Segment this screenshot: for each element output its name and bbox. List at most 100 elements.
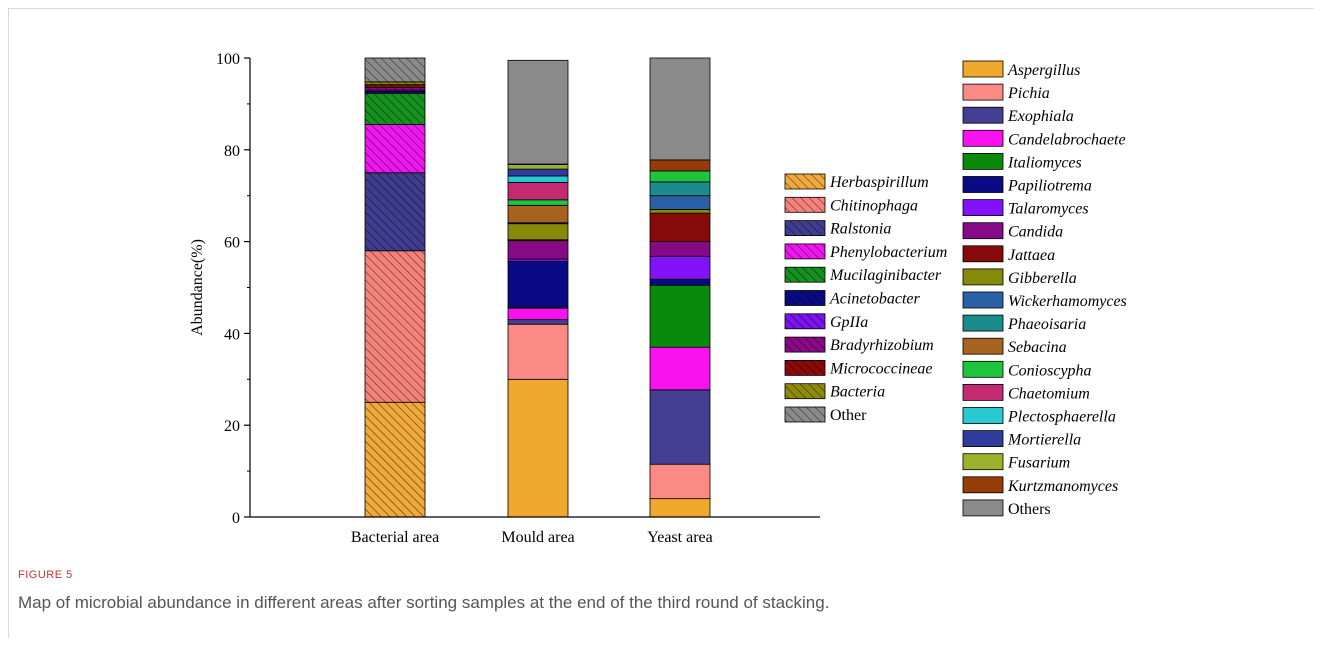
legend-swatch-sebacina <box>962 337 1004 355</box>
legend-label-bradyrhizobium: Bradyrhizobium <box>830 337 934 354</box>
bar-segment-mould-area-aspergillus <box>507 378 569 518</box>
bar-segment-mould-area-pichia <box>507 323 569 380</box>
y-tick-label: 40 <box>224 326 240 343</box>
bar-segment-yeast-area-gibberella <box>649 209 711 214</box>
bar-segment-bacterial-area-ralstonia <box>364 172 426 252</box>
legend-label-gibberella: Gibberella <box>1008 270 1077 287</box>
bar-segment-yeast-area-aspergillus <box>649 498 711 518</box>
bar-bacterial-area <box>364 57 426 518</box>
y-tick-label: 20 <box>224 418 240 435</box>
y-tick-label: 0 <box>232 510 240 527</box>
legend-bacteria: Herbaspirillum Chitinophaga Ralstonia Pheny… <box>784 173 947 424</box>
bar-segment-yeast-area-kurtzmanomyces <box>649 159 711 172</box>
legend-swatch-herbaspirillum <box>784 173 826 190</box>
legend-label-candida: Candida <box>1008 224 1063 241</box>
legend-swatch-acinetobacter <box>784 290 826 306</box>
legend-label-sebacina: Sebacina <box>1008 339 1067 356</box>
bar-segment-mould-area-mortierella <box>507 168 569 177</box>
legend-label-italiomyces: Italiomyces <box>1007 154 1082 171</box>
legend-label-jattaea: Jattaea <box>1008 247 1055 264</box>
legend-swatch-phaeoisaria <box>962 314 1004 332</box>
legend-label-phaeoisaria: Phaeoisaria <box>1007 316 1086 333</box>
bar-segment-mould-area-conioscypha <box>507 199 569 206</box>
bar-segment-yeast-area-jattaea <box>649 212 711 242</box>
legend-swatch-kurtzmanomyces <box>962 476 1004 494</box>
bar-segment-yeast-area-phaeoisaria <box>649 181 711 197</box>
legend-label-aspergillus: Aspergillus <box>1007 62 1080 79</box>
y-axis-label: Abundance(%) <box>189 239 206 336</box>
bar-segment-yeast-area-others <box>649 57 711 161</box>
legend-label-chaetomium: Chaetomium <box>1008 385 1090 402</box>
legend-label-conioscypha: Conioscypha <box>1008 362 1092 379</box>
legend-swatch-candelabrochaete <box>962 129 1004 147</box>
bar-segment-yeast-area-pichia <box>649 463 711 500</box>
legend-label-talaromyces: Talaromyces <box>1008 201 1089 218</box>
plot-area <box>364 57 711 518</box>
legend-label-mucilaginibacter: Mucilaginibacter <box>829 267 942 284</box>
bar-segment-mould-area-candida <box>507 240 569 260</box>
legend-swatch-chitinophaga <box>784 196 826 213</box>
bar-segment-bacterial-area-other <box>364 57 426 83</box>
legend-swatch-phenylobacterium <box>784 243 826 260</box>
bar-mould-area <box>507 59 569 518</box>
legend-swatch-gpiia <box>784 313 826 330</box>
legend-label-bacteria: Bacteria <box>830 384 885 401</box>
bar-segment-mould-area-others <box>507 59 569 165</box>
legend-label-ralstonia: Ralstonia <box>829 221 891 238</box>
legend-fungi: Aspergillus Pichia Exophiala Candelabrochae… <box>962 60 1127 518</box>
legend-swatch-papiliotrema <box>962 176 1004 193</box>
y-tick-label: 80 <box>224 143 240 160</box>
legend-label-plectosphaerella: Plectosphaerella <box>1007 409 1116 426</box>
x-tick-label: Bacterial area <box>351 529 439 546</box>
legends: Herbaspirillum Chitinophaga Ralstonia Pheny… <box>784 60 1127 518</box>
legend-label-fusarium: Fusarium <box>1007 455 1070 472</box>
figure-frame-top-border <box>8 8 1314 9</box>
stacked-bar-chart: 0 20 40 60 80 100 Abundance(%) Bacterial area Mo… <box>189 51 1127 546</box>
legend-swatch-chaetomium <box>962 383 1004 401</box>
legend-swatch-plectosphaerella <box>962 407 1004 424</box>
bar-segment-yeast-area-wickerhamomyces <box>649 195 711 210</box>
bar-segment-bacterial-area-mucilaginibacter <box>364 92 426 125</box>
bar-segment-bacterial-area-herbaspirillum <box>364 401 426 518</box>
figure-label: FIGURE 5 <box>18 569 73 581</box>
legend-label-kurtzmanomyces: Kurtzmanomyces <box>1007 478 1118 495</box>
bar-segment-bacterial-area-chitinophaga <box>364 250 426 403</box>
legend-swatch-gibberella <box>962 268 1004 286</box>
legend-label-candelabrochaete: Candelabrochaete <box>1008 131 1126 148</box>
legend-label-papiliotrema: Papiliotrema <box>1007 178 1092 195</box>
bar-segment-mould-area-chaetomium <box>507 181 569 201</box>
legend-label-phenylobacterium: Phenylobacterium <box>829 244 947 261</box>
y-tick-label: 100 <box>216 51 240 68</box>
legend-swatch-fusarium <box>962 453 1004 471</box>
bar-segment-yeast-area-conioscypha <box>649 170 711 183</box>
legend-label-chitinophaga: Chitinophaga <box>830 197 918 214</box>
x-tick-label: Mould area <box>501 529 574 546</box>
legend-label-mortierella: Mortierella <box>1007 432 1081 449</box>
legend-label-acinetobacter: Acinetobacter <box>829 291 921 308</box>
legend-swatch-bacteria <box>784 383 826 400</box>
bar-segment-mould-area-plectosphaerella <box>507 175 569 183</box>
legend-label-others: Others <box>1008 501 1051 518</box>
legend-label-gpiia: GpIIa <box>830 314 868 331</box>
bar-segment-mould-area-candelabrochaete <box>507 307 569 321</box>
legend-swatch-aspergillus <box>962 60 1004 78</box>
figure-frame-left-border <box>8 8 9 638</box>
bar-segment-yeast-area-candelabrochaete <box>649 346 711 391</box>
bar-segment-yeast-area-italiomyces <box>649 284 711 348</box>
figure-caption: Map of microbial abundance in different … <box>18 593 830 612</box>
bar-segment-mould-area-sebacina <box>507 204 569 224</box>
axes: 0 20 40 60 80 100 Abundance(%) Bacterial area Mo… <box>189 51 820 546</box>
bar-segment-bacterial-area-phenylobacterium <box>364 124 426 174</box>
bar-yeast-area <box>649 57 711 518</box>
legend-swatch-mortierella <box>962 430 1004 448</box>
legend-swatch-ralstonia <box>784 220 826 237</box>
legend-swatch-others <box>962 499 1004 517</box>
bar-segment-mould-area-papiliotrema <box>507 260 569 308</box>
legend-swatch-wickerhamomyces <box>962 291 1004 309</box>
legend-label-wickerhamomyces: Wickerhamomyces <box>1008 293 1127 310</box>
legend-swatch-talaromyces <box>962 199 1004 217</box>
bar-segment-yeast-area-papiliotrema <box>649 278 711 286</box>
bar-segment-bacterial-area-micrococcineae <box>364 84 426 88</box>
legend-label-exophiala: Exophiala <box>1007 108 1074 125</box>
legend-swatch-conioscypha <box>962 360 1004 378</box>
